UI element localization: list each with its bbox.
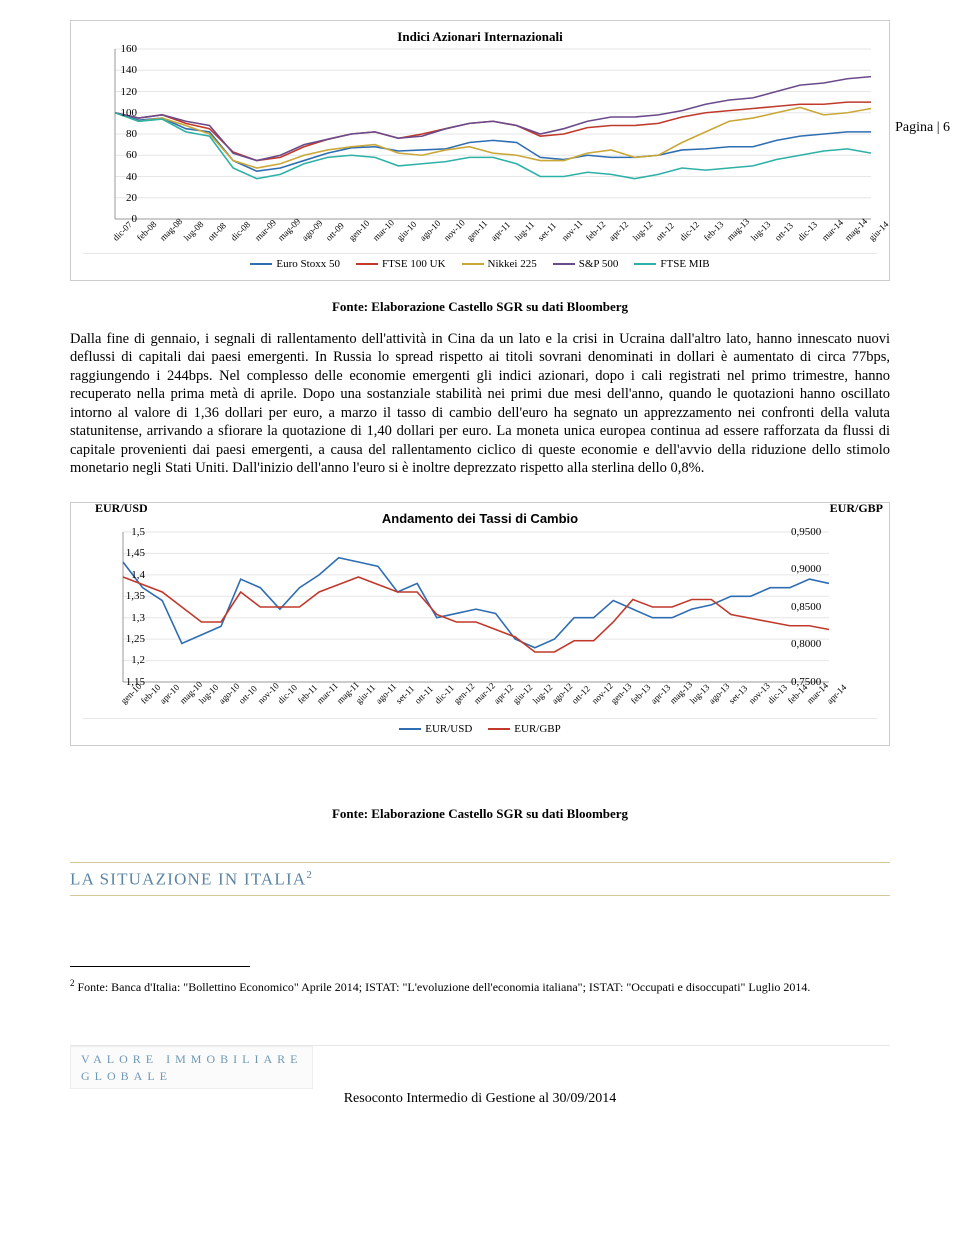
footnote-marker: 2 <box>70 978 75 988</box>
legend-item: FTSE MIB <box>634 258 709 270</box>
legend-item: Nikkei 225 <box>462 258 537 270</box>
page-number: Pagina | 6 <box>895 120 950 136</box>
chart2-right-axis-label: EUR/GBP <box>830 501 883 516</box>
chart1-legend: Euro Stoxx 50 FTSE 100 UK Nikkei 225 S&P 50… <box>83 253 877 274</box>
chart2-left-axis-label: EUR/USD <box>95 501 148 516</box>
legend-item: EUR/GBP <box>488 723 560 735</box>
legend-item: S&P 500 <box>553 258 619 270</box>
footnote-rule <box>70 966 250 967</box>
legend-item: EUR/USD <box>399 723 472 735</box>
section-heading-text: LA SITUAZIONE IN ITALIA <box>70 870 306 889</box>
body-paragraph: Dalla fine di gennaio, i segnali di rall… <box>70 330 890 478</box>
chart-indici-azionari: Indici Azionari Internazionali 020406080… <box>70 20 890 281</box>
footer-doc-title: Resoconto Intermedio di Gestione al 30/0… <box>70 1091 890 1107</box>
chart1-source: Fonte: Elaborazione Castello SGR su dati… <box>70 299 890 315</box>
footnote: 2 Fonte: Banca d'Italia: "Bollettino Eco… <box>70 977 890 995</box>
chart1-plot: 020406080100120140160dic-07feb-08mag-08l… <box>115 49 871 219</box>
chart1-title: Indici Azionari Internazionali <box>83 29 877 45</box>
legend-item: Euro Stoxx 50 <box>250 258 340 270</box>
section-footnote-marker: 2 <box>306 869 313 881</box>
chart2-title: Andamento dei Tassi di Cambio <box>83 511 877 526</box>
page-footer: VALORE IMMOBILIARE GLOBALE Resoconto Int… <box>70 1045 890 1108</box>
footnote-text: Fonte: Banca d'Italia: "Bollettino Econo… <box>78 980 811 994</box>
chart2-source: Fonte: Elaborazione Castello SGR su dati… <box>70 806 890 822</box>
footer-brand: VALORE IMMOBILIARE GLOBALE <box>70 1046 313 1090</box>
chart2-plot: 1,151,21,251,31,351,41,451,50,75000,8000… <box>123 532 829 682</box>
section-heading: LA SITUAZIONE IN ITALIA2 <box>70 862 890 896</box>
chart-tassi-cambio: EUR/USD Andamento dei Tassi di Cambio EU… <box>70 502 890 746</box>
footer-brand-line1: VALORE IMMOBILIARE <box>81 1052 302 1066</box>
footer-brand-line2: GLOBALE <box>81 1069 172 1083</box>
chart2-legend: EUR/USD EUR/GBP <box>83 718 877 739</box>
legend-item: FTSE 100 UK <box>356 258 446 270</box>
